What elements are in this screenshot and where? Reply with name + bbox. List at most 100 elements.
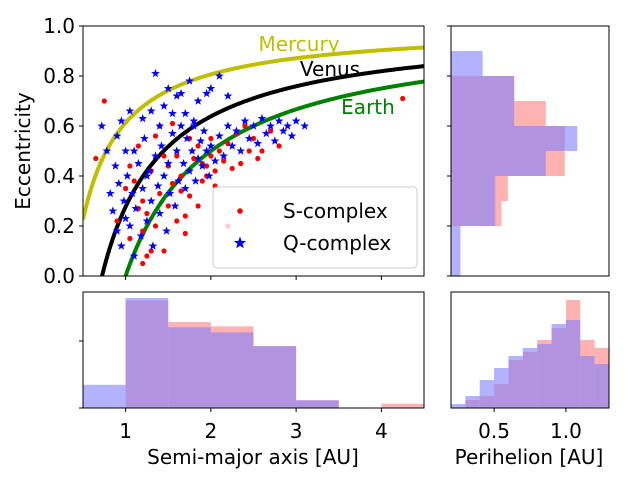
semimajor-x-tick-label: 3 [290,419,303,443]
s-complex-point [157,190,163,197]
q-complex-point [180,108,190,118]
q-complex-point [112,226,122,235]
q-complex-point [196,136,206,145]
q-complex-point [185,166,194,175]
y-tick-label: 0.2 [43,214,75,238]
q-complex-semimajor-bar [296,400,339,408]
q-complex-point [287,131,297,140]
legend-s-complex-marker [237,208,243,214]
q-complex-point [257,113,267,123]
q-complex-point [219,151,229,160]
q-complex-point [193,153,203,163]
q-complex-point [119,196,129,205]
s-complex-point [152,133,159,139]
s-complex-point [221,158,227,164]
s-complex-point [169,180,176,187]
q-complex-point [270,136,280,145]
semimajor-x-tick-label: 1 [119,419,132,443]
q-complex-point [187,146,197,155]
s-complex-point [238,160,244,167]
y-axis-label: Eccentricity [11,92,35,210]
q-complex-perihelion-bar [551,324,566,408]
legend-frame [212,186,418,269]
perihelion-histogram-panel: 0.5 1.0 Perihelion [AU] [450,291,610,469]
s-complex-point [169,120,176,127]
s-complex-point [242,123,248,129]
q-complex-point [168,128,177,138]
y-axis-ticks: 0.0 0.2 0.4 0.6 0.8 1.0 [43,14,83,288]
q-complex-ecc-bar [451,251,461,276]
s-complex-point [152,223,159,229]
s-complex-point [127,235,133,242]
s-complex-point [101,98,107,104]
perihelion-x-tick-label: 0.5 [478,419,510,443]
q-complex-point [206,141,216,150]
right-histogram-ticks [447,25,451,277]
q-complex-point [111,161,120,170]
q-complex-point [114,178,124,188]
q-complex-semimajor-bar [125,298,169,408]
s-complex-point [208,153,214,159]
perihelion-histogram-ticks: 0.5 1.0 [478,408,582,443]
q-complex-ecc-bar [451,76,515,101]
s-complex-point [140,260,146,267]
q-complex-point [140,133,149,143]
q-complex-point [146,196,156,205]
q-complex-ecc-bar [451,126,578,151]
q-complex-point [204,171,214,180]
x-axis-ticks [125,276,382,280]
legend-s-complex-label: S-complex [283,199,388,223]
s-complex-point [114,218,120,224]
q-complex-point [136,231,146,240]
q-complex-point [138,113,148,123]
q-complex-point [128,188,137,198]
q-complex-point [215,71,224,80]
s-complex-point [127,163,133,169]
q-complex-point [249,121,258,130]
y-tick-label: 1.0 [43,14,75,38]
q-complex-point [240,116,250,125]
s-complex-point [174,218,180,224]
s-complex-point [140,228,146,234]
q-complex-point [125,106,135,115]
s-complex-point [135,143,141,149]
q-complex-perihelion-bar [508,356,523,408]
q-complex-point [253,138,263,148]
q-complex-point [165,188,175,198]
x-axis-label-perihelion: Perihelion [AU] [455,445,604,469]
s-complex-point [195,203,201,209]
q-complex-point [236,146,246,155]
q-complex-point [116,241,126,250]
q-complex-point [182,133,192,143]
q-complex-point [121,213,130,223]
q-complex-point [170,201,180,210]
q-complex-point [162,226,171,235]
q-complex-point [191,176,200,185]
q-complex-point [227,141,237,150]
q-complex-perihelion-bar [580,356,595,408]
q-complex-point [153,181,163,190]
q-complex-semimajor-bar [83,384,126,408]
q-complex-point [180,183,190,193]
q-complex-point [199,126,209,135]
legend-q-complex-label: Q-complex [283,231,391,255]
legend: S-complex Q-complex [212,186,418,269]
q-complex-perihelion-bar [494,368,509,408]
q-complex-point [163,158,173,168]
q-complex-point [232,126,241,135]
q-complex-point [185,76,194,85]
q-complex-point [142,171,152,180]
s-complex-point [178,173,184,179]
q-complex-point [223,91,233,100]
q-complex-point [112,131,122,140]
q-complex-point [197,161,207,170]
q-complex-ecc-bar [451,51,483,76]
s-complex-point [178,188,184,194]
s-complex-point [93,155,99,162]
q-complex-ecc-bar [451,101,515,126]
s-complex-point [161,153,167,159]
q-complex-semimajor-bar [168,327,211,408]
q-complex-point [105,188,115,198]
right-histogram-bars [451,51,578,276]
